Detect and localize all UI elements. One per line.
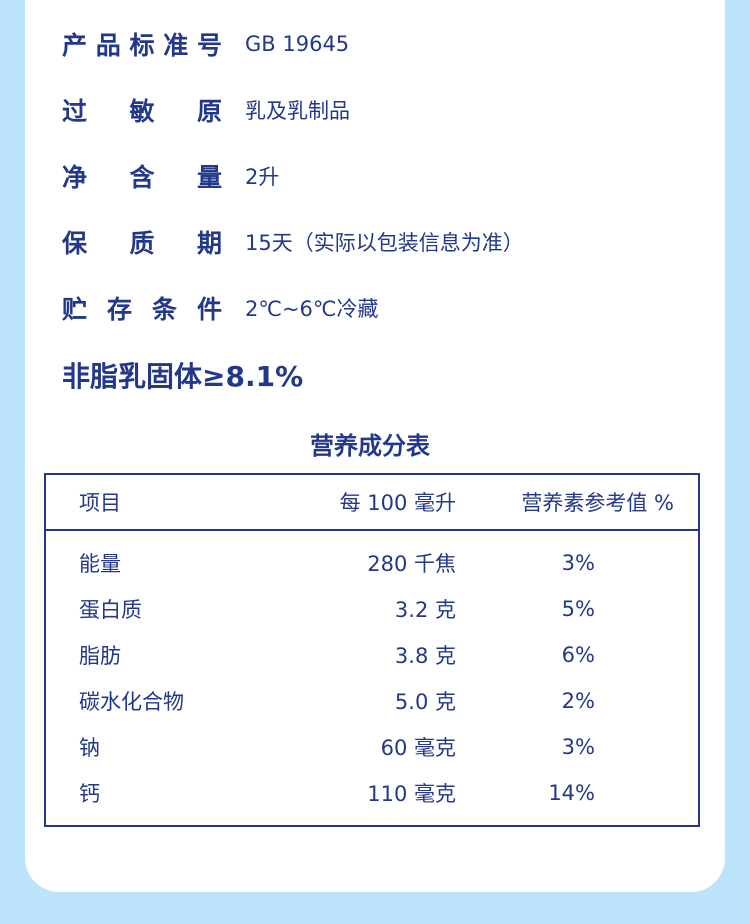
label-char: 保 — [62, 229, 88, 258]
info-label: 保质期 — [62, 224, 222, 260]
nutrient-name: 能量 — [79, 552, 121, 576]
header-item: 项目 — [45, 474, 280, 531]
info-value: 15天（实际以包装信息为准） — [245, 231, 524, 255]
label-char: 过 — [62, 97, 88, 126]
table-row: 碳水化合物 5.0 克 2% — [45, 678, 699, 724]
amount: 60 毫克 — [380, 736, 456, 760]
nutrient-name: 钠 — [79, 736, 100, 760]
info-label: 贮存条件 — [62, 290, 222, 326]
label-char: 存 — [106, 295, 132, 324]
label-char: 品 — [95, 31, 121, 60]
info-label: 产品标准号 — [62, 26, 222, 62]
amount: 3.8 克 — [394, 644, 456, 668]
nrv-percent: 6% — [561, 643, 595, 667]
nrv-percent: 3% — [561, 735, 595, 759]
info-label: 过敏原 — [62, 92, 222, 128]
label-char: 产 — [62, 31, 88, 60]
table-row: 钙 110 毫克 14% — [45, 770, 699, 826]
label-char: 质 — [129, 229, 155, 258]
nutrient-name: 碳水化合物 — [79, 690, 184, 714]
table-row: 脂肪 3.8 克 6% — [45, 632, 699, 678]
label-char: 净 — [62, 163, 88, 192]
amount: 110 毫克 — [367, 782, 456, 806]
info-value: GB 19645 — [245, 32, 350, 56]
label-char: 标 — [129, 31, 155, 60]
nutrient-name: 钙 — [79, 782, 100, 806]
nutrient-name: 脂肪 — [79, 644, 121, 668]
amount: 280 千焦 — [367, 552, 456, 576]
info-row: 产品标准号 GB 19645 — [62, 24, 349, 64]
nrv-percent: 2% — [561, 689, 595, 713]
info-value: 2℃~6℃冷藏 — [245, 297, 379, 321]
nutrient-name: 蛋白质 — [79, 598, 142, 622]
table-row: 能量 280 千焦 3% — [45, 530, 699, 586]
label-char: 期 — [196, 229, 222, 258]
table-row: 蛋白质 3.2 克 5% — [45, 586, 699, 632]
label-char: 件 — [196, 295, 222, 324]
nutrition-table: 项目 每 100 毫升 营养素参考值 % 能量 280 千焦 3% 蛋白质 3.2 克 5… — [44, 473, 700, 827]
label-char: 号 — [196, 31, 222, 60]
amount: 5.0 克 — [394, 690, 456, 714]
nrv-percent: 3% — [561, 551, 595, 575]
info-row: 保 质 期 15天（实际以包装信息为准） — [62, 222, 524, 262]
info-row: 贮存条件 2℃~6℃冷藏 — [62, 288, 379, 328]
non-fat-milk-solids: 非脂乳固体≥8.1% — [62, 360, 304, 393]
label-char: 含 — [129, 163, 155, 192]
label-char: 量 — [196, 163, 222, 192]
label-char: 贮 — [62, 295, 88, 324]
info-row: 净 含 量 2升 — [62, 156, 279, 196]
info-value: 乳及乳制品 — [245, 99, 350, 123]
nutrition-table-title: 营养成分表 — [310, 432, 430, 460]
header-per-100ml: 每 100 毫升 — [280, 474, 456, 531]
label-char: 条 — [151, 295, 177, 324]
amount: 3.2 克 — [394, 598, 456, 622]
nrv-percent: 5% — [561, 597, 595, 621]
label-char: 原 — [196, 97, 222, 126]
table-row: 钠 60 毫克 3% — [45, 724, 699, 770]
label-char: 敏 — [129, 97, 155, 126]
info-row: 过 敏 原乳及乳制品 — [62, 90, 350, 130]
info-label: 净含量 — [62, 158, 222, 194]
info-value: 2升 — [245, 165, 280, 189]
header-nrv: 营养素参考值 % — [456, 474, 699, 531]
table-header-row: 项目 每 100 毫升 营养素参考值 % — [45, 474, 699, 531]
info-card — [25, 0, 725, 892]
label-char: 准 — [163, 31, 189, 60]
nrv-percent: 14% — [548, 781, 595, 805]
